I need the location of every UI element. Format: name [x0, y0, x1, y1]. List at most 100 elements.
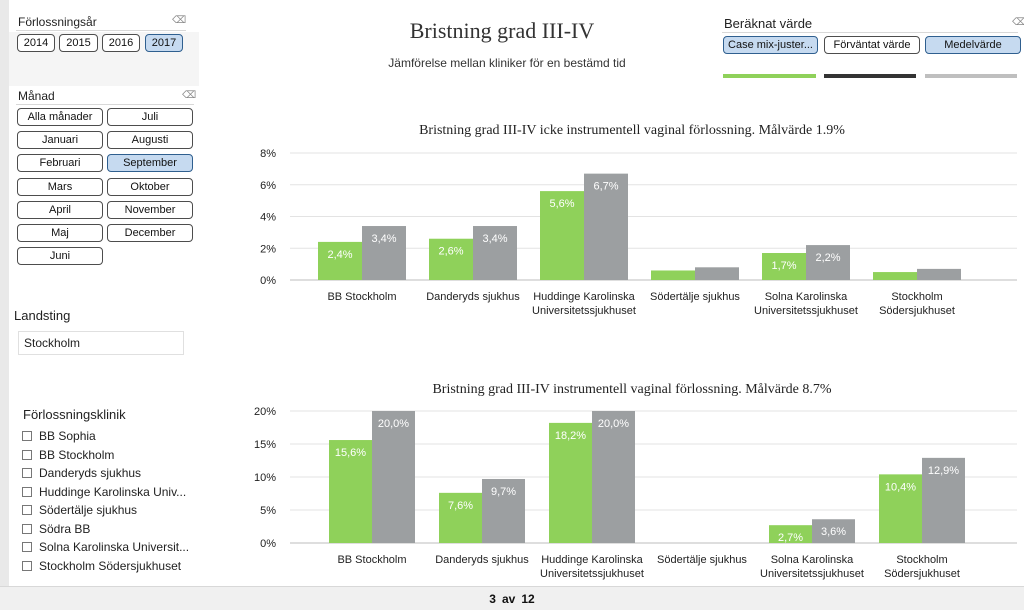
clinic-item[interactable]: BB Stockholm [22, 446, 200, 465]
x-category-label: BB Stockholm [337, 554, 406, 566]
month-button-oktober[interactable]: Oktober [107, 177, 193, 196]
clinic-checkbox[interactable] [22, 486, 32, 497]
bar-data-label: 5,6% [549, 198, 574, 210]
x-category-label: Stockholm [896, 554, 947, 566]
clinic-item[interactable]: Stockholm Södersjukhuset [22, 557, 200, 576]
y-tick-label: 15% [254, 439, 276, 451]
bar-medelvarde [695, 267, 739, 280]
bar-chart-svg: 0% 2% 4% 6% 8% 2,4% 3,4% BB Stockholm 2,6% 3,4% Da… [260, 148, 1017, 317]
year-button-2017[interactable]: 2017 [145, 34, 183, 52]
clinic-checkbox[interactable] [22, 449, 32, 460]
chart-title: Bristning grad III-IV icke instrumentell… [419, 123, 845, 138]
measure-button-medelvärde[interactable]: Medelvärde [925, 36, 1021, 54]
x-category-label: Stockholm [891, 291, 942, 303]
bar-data-label: 2,2% [815, 252, 840, 264]
landsting-field[interactable]: Stockholm [18, 331, 184, 355]
year-button-2016[interactable]: 2016 [102, 34, 140, 52]
y-tick-label: 20% [254, 406, 276, 418]
left-edge-strip [0, 0, 9, 586]
measure-button-case-mix-juster[interactable]: Case mix-juster... [723, 36, 818, 54]
legend-color-bar [925, 74, 1017, 78]
x-category-label: Universitetssjukhuset [754, 305, 858, 317]
x-category-label: Huddinge Karolinska [541, 554, 643, 566]
year-button-2014[interactable]: 2014 [17, 34, 55, 52]
clear-measure-icon[interactable]: ⌫ [1012, 17, 1024, 28]
month-button-maj[interactable]: Maj [17, 224, 103, 242]
month-button-januari[interactable]: Januari [17, 131, 103, 150]
x-category-label: Huddinge Karolinska [533, 291, 635, 303]
bar-chart-svg: 0% 5% 10% 15% 20% 15,6% 20,0% BB Stockholm 7,6% 9… [254, 406, 1017, 580]
month-button-juni[interactable]: Juni [17, 247, 103, 266]
clinic-item[interactable]: Solna Karolinska Universit... [22, 538, 200, 557]
bar-case-mix [879, 474, 922, 543]
bar-medelvarde [812, 519, 855, 543]
measure-filter-divider [722, 32, 1018, 33]
month-button-mars[interactable]: Mars [17, 177, 103, 196]
x-category-label: Solna Karolinska [765, 291, 848, 303]
month-button-februari[interactable]: Februari [17, 154, 103, 173]
bar-data-label: 2,4% [327, 249, 352, 261]
bar-case-mix [549, 422, 592, 543]
clinic-item[interactable]: Södertälje sjukhus [22, 501, 200, 520]
month-button-april[interactable]: April [17, 200, 103, 219]
y-tick-label: 0% [260, 275, 276, 287]
bar-data-label: 7,6% [448, 500, 473, 512]
clinic-checkbox[interactable] [22, 431, 32, 442]
clear-month-icon[interactable]: ⌫ [182, 90, 197, 101]
month-button-augusti[interactable]: Augusti [107, 131, 193, 150]
bar-data-label: 20,0% [598, 418, 629, 430]
bar-data-label: 3,4% [482, 233, 507, 245]
bar-case-mix [318, 241, 362, 280]
clinic-label: BB Sophia [39, 429, 96, 444]
clinic-label: Södra BB [39, 521, 91, 536]
year-button-2015[interactable]: 2015 [59, 34, 98, 52]
bar-case-mix [329, 440, 372, 543]
chart-non-instrumental: Bristning grad III-IV icke instrumentell… [240, 120, 1024, 330]
bar-medelvarde [482, 478, 525, 543]
x-category-label: Södersjukhuset [884, 568, 960, 580]
x-category-label: BB Stockholm [327, 291, 396, 303]
measure-button-förväntat-värde[interactable]: Förväntat värde [824, 36, 920, 54]
clinic-checkbox[interactable] [22, 505, 32, 516]
x-category-label: Södertälje sjukhus [650, 291, 740, 303]
clinic-item[interactable]: Södra BB [22, 520, 200, 539]
month-button-november[interactable]: November [107, 200, 193, 219]
clinic-checkbox[interactable] [22, 523, 32, 534]
landsting-title: Landsting [14, 308, 71, 323]
bar-data-label: 6,7% [593, 181, 618, 193]
clinic-checkbox[interactable] [22, 560, 32, 571]
clinic-item[interactable]: Danderyds sjukhus [22, 464, 200, 483]
clinic-checkbox[interactable] [22, 468, 32, 479]
clinic-filter-title: Förlossningsklinik [23, 407, 126, 422]
month-button-juli[interactable]: Juli [107, 108, 193, 126]
y-tick-label: 2% [260, 243, 276, 255]
clinic-label: Södertälje sjukhus [39, 503, 138, 518]
month-button-alla-månader[interactable]: Alla månader [17, 108, 103, 126]
bar-data-label: 12,9% [928, 465, 959, 477]
bar-data-label: 15,6% [335, 447, 366, 459]
year-filter-divider [16, 30, 186, 31]
y-tick-label: 10% [254, 472, 276, 484]
bar-data-label: 1,7% [771, 260, 796, 272]
clinic-checkbox[interactable] [22, 542, 32, 553]
bar-case-mix [873, 272, 917, 280]
month-button-december[interactable]: December [107, 224, 193, 242]
month-button-september[interactable]: September [107, 154, 193, 173]
pager-current: 3 [489, 591, 496, 606]
bar-data-label: 3,4% [371, 233, 396, 245]
clinic-item[interactable]: BB Sophia [22, 427, 200, 446]
bar-case-mix [429, 238, 473, 280]
bar-medelvarde [917, 268, 961, 280]
y-tick-label: 5% [260, 505, 276, 517]
clear-year-icon[interactable]: ⌫ [172, 15, 187, 26]
x-category-label: Södersjukhuset [879, 305, 955, 317]
y-tick-label: 8% [260, 148, 276, 160]
bar-medelvarde [922, 457, 965, 543]
bar-data-label: 9,7% [491, 486, 516, 498]
chart-instrumental: Bristning grad III-IV instrumentell vagi… [240, 379, 1024, 584]
page-title: Bristning grad III-IV [409, 18, 595, 43]
clinic-item[interactable]: Huddinge Karolinska Univ... [22, 483, 200, 502]
pager-separator: av [501, 591, 516, 606]
bar-data-label: 2,7% [778, 532, 803, 544]
